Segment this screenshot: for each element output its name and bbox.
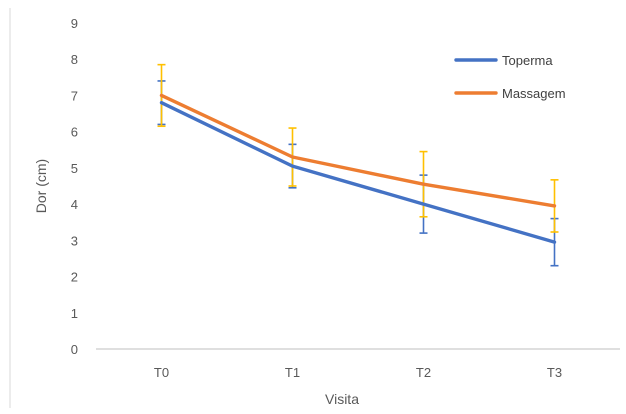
y-tick-label: 5 bbox=[71, 161, 78, 176]
legend: Toperma Massagem bbox=[454, 53, 566, 101]
x-tick-label: T1 bbox=[285, 365, 300, 380]
y-tick-label: 3 bbox=[71, 233, 78, 248]
y-tick-label: 0 bbox=[71, 342, 78, 357]
series-line-massagem bbox=[159, 93, 557, 208]
legend-item: Massagem bbox=[454, 86, 566, 101]
y-tick-label: 4 bbox=[71, 197, 78, 212]
x-tick-label: T0 bbox=[154, 365, 169, 380]
x-axis-ticks: T0 T1 T2 T3 bbox=[154, 365, 562, 380]
y-axis-title: Dor (cm) bbox=[33, 159, 49, 213]
x-tick-label: T3 bbox=[547, 365, 562, 380]
y-tick-label: 6 bbox=[71, 125, 78, 140]
y-tick-label: 8 bbox=[71, 52, 78, 67]
series-line-toperma bbox=[159, 100, 557, 244]
series-massagem bbox=[157, 63, 559, 233]
series-toperma bbox=[157, 80, 559, 267]
legend-label: Toperma bbox=[502, 53, 553, 68]
x-tick-label: T2 bbox=[416, 365, 431, 380]
y-tick-label: 9 bbox=[71, 16, 78, 31]
x-axis-title: Visita bbox=[325, 391, 359, 407]
y-tick-label: 7 bbox=[71, 88, 78, 103]
y-axis-ticks: 0 1 2 3 4 5 6 7 8 9 bbox=[71, 16, 78, 357]
legend-label: Massagem bbox=[502, 86, 566, 101]
legend-item: Toperma bbox=[454, 53, 553, 68]
y-tick-label: 1 bbox=[71, 306, 78, 321]
series-layer bbox=[157, 63, 559, 267]
y-tick-label: 2 bbox=[71, 270, 78, 285]
